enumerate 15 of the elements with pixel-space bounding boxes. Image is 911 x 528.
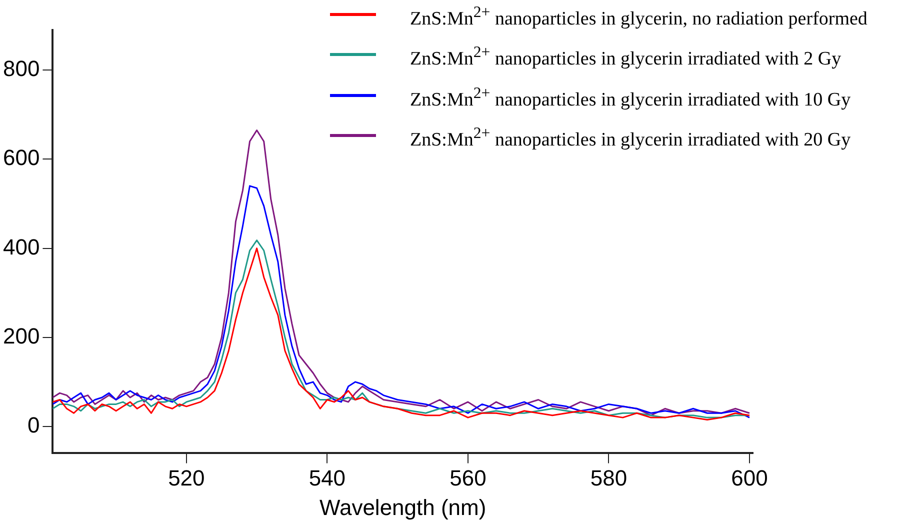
- y-tick-label: 0: [27, 412, 40, 438]
- y-tick-label: 400: [2, 234, 40, 260]
- y-tick-label: 800: [2, 56, 40, 82]
- y-tick-label: 600: [2, 145, 40, 170]
- x-tick-label: 520: [168, 465, 205, 490]
- x-tick-label: 580: [590, 465, 628, 490]
- legend-label: ZnS:Mn$^{2+}$ nanoparticles in glycerin irradiated with 10 Gy: [410, 84, 852, 112]
- x-tick-label: 600: [731, 465, 768, 490]
- legend-label: ZnS:Mn$^{2+}$ nanoparticles in glycerin irradiated with 2 Gy: [410, 43, 842, 72]
- legend-label: ZnS:Mn$^{2+}$ nanoparticles in glycerin irradiated with 20 Gy: [410, 124, 852, 152]
- x-tick-label: 540: [308, 465, 346, 490]
- legend-label: ZnS:Mn$^{2+}$ nanoparticles in glycerin, no radiation performed: [410, 3, 868, 32]
- y-tick-label: 200: [2, 323, 40, 348]
- x-axis-title: Wavelength (nm): [320, 494, 486, 520]
- x-tick-label: 560: [450, 465, 486, 490]
